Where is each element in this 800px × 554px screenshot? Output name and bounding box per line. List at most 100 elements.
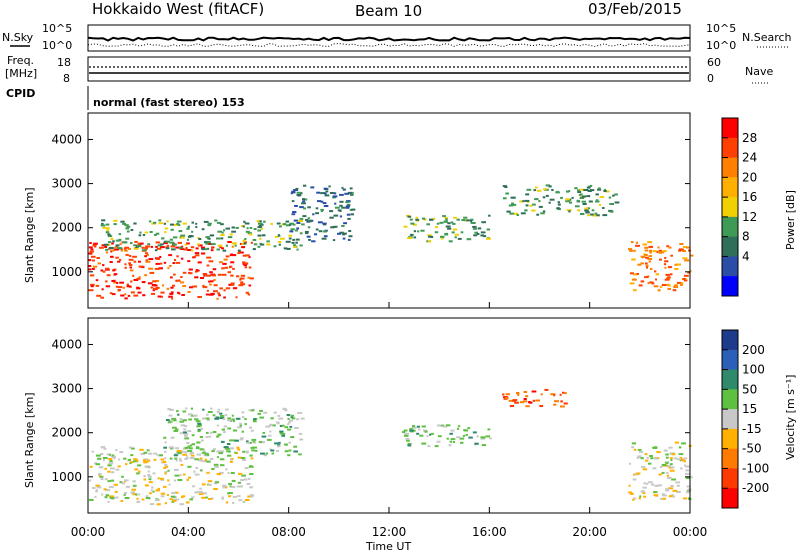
heat-cell (486, 237, 491, 240)
heat-cell (178, 452, 182, 455)
heat-cell (240, 274, 246, 277)
heat-cell (174, 468, 179, 471)
heat-cell (172, 236, 178, 239)
heat-cell (531, 209, 536, 212)
heat-cell (277, 444, 281, 447)
heat-cell (202, 492, 208, 495)
heat-cell (285, 240, 291, 243)
heat-cell (148, 220, 152, 223)
heat-cell (306, 235, 311, 238)
heat-cell (287, 428, 292, 431)
heat-cell (666, 472, 669, 474)
heat-cell (189, 498, 193, 501)
heat-cell (128, 446, 132, 449)
heat-cell (310, 186, 315, 189)
heat-cell (148, 267, 154, 270)
heat-cell (193, 470, 196, 473)
heat-cell (252, 420, 257, 423)
heat-cell (227, 417, 231, 420)
heat-cell (207, 223, 211, 225)
heat-cell (169, 241, 175, 244)
heat-cell (179, 420, 185, 423)
heat-cell (123, 457, 127, 460)
heat-cell (587, 190, 592, 192)
heat-cell (231, 283, 235, 286)
heat-cell (685, 477, 691, 480)
heat-cell (121, 482, 125, 485)
heat-cell (347, 238, 351, 241)
heat-cell (240, 485, 243, 488)
heat-cell (102, 459, 105, 462)
heat-cell (612, 194, 615, 197)
heat-cell (629, 249, 633, 252)
heat-cell (165, 240, 170, 243)
heat-cell (166, 494, 169, 496)
heat-cell (659, 258, 662, 261)
heat-cell (668, 495, 674, 498)
heat-cell (472, 227, 478, 230)
heat-cell (580, 213, 585, 215)
heat-cell (418, 428, 421, 431)
heat-cell (218, 471, 224, 474)
heat-cell (648, 260, 652, 263)
heat-cell (525, 405, 530, 408)
heat-cell (105, 231, 110, 234)
heat-cell (154, 267, 160, 270)
heat-cell (283, 247, 288, 250)
heat-cell (329, 210, 334, 213)
heat-cell (124, 266, 127, 269)
heat-cell (684, 259, 690, 262)
heat-cell (506, 210, 511, 213)
heat-cell (670, 466, 675, 469)
heat-cell (244, 467, 249, 470)
heat-cell (230, 253, 233, 256)
heat-cell (231, 245, 234, 248)
power-region-5 (628, 241, 694, 292)
heat-cell (117, 286, 123, 289)
heat-cell (457, 427, 460, 430)
heat-cell (95, 489, 98, 492)
heat-cell (666, 245, 670, 248)
heat-cell (113, 223, 117, 226)
heat-cell (205, 496, 208, 499)
heat-cell (579, 188, 584, 191)
heat-cell (219, 287, 223, 290)
heat-cell (241, 246, 245, 249)
heat-cell (122, 286, 125, 289)
heat-cell (651, 483, 655, 486)
heat-cell (230, 472, 235, 474)
heat-cell (176, 449, 181, 452)
heat-cell (228, 482, 233, 485)
heat-cell (349, 187, 353, 190)
heat-cell (138, 493, 141, 496)
heat-cell (633, 448, 637, 451)
heat-cell (345, 205, 350, 208)
heat-cell (590, 213, 594, 216)
heat-cell (201, 496, 206, 499)
heat-cell (205, 452, 209, 455)
heat-cell (202, 449, 206, 452)
heat-cell (159, 454, 163, 457)
heat-cell (178, 474, 182, 477)
heat-cell (125, 237, 130, 240)
heat-cell (245, 230, 250, 233)
heat-cell (643, 495, 646, 498)
heat-cell (635, 273, 639, 275)
heat-cell (263, 454, 268, 457)
heat-cell (179, 281, 184, 284)
heat-cell (232, 242, 237, 245)
heat-cell (129, 242, 133, 245)
heat-cell (332, 239, 336, 242)
heat-cell (673, 285, 677, 288)
heat-cell (317, 200, 322, 203)
heat-cell (231, 230, 236, 233)
heat-cell (210, 249, 214, 252)
heat-cell (553, 394, 556, 397)
heat-cell (147, 466, 151, 469)
heat-cell (644, 246, 649, 249)
heat-cell (348, 230, 352, 232)
heat-cell (638, 450, 643, 453)
heat-cell (187, 445, 191, 448)
heat-cell (196, 453, 202, 456)
heat-cell (656, 250, 659, 253)
